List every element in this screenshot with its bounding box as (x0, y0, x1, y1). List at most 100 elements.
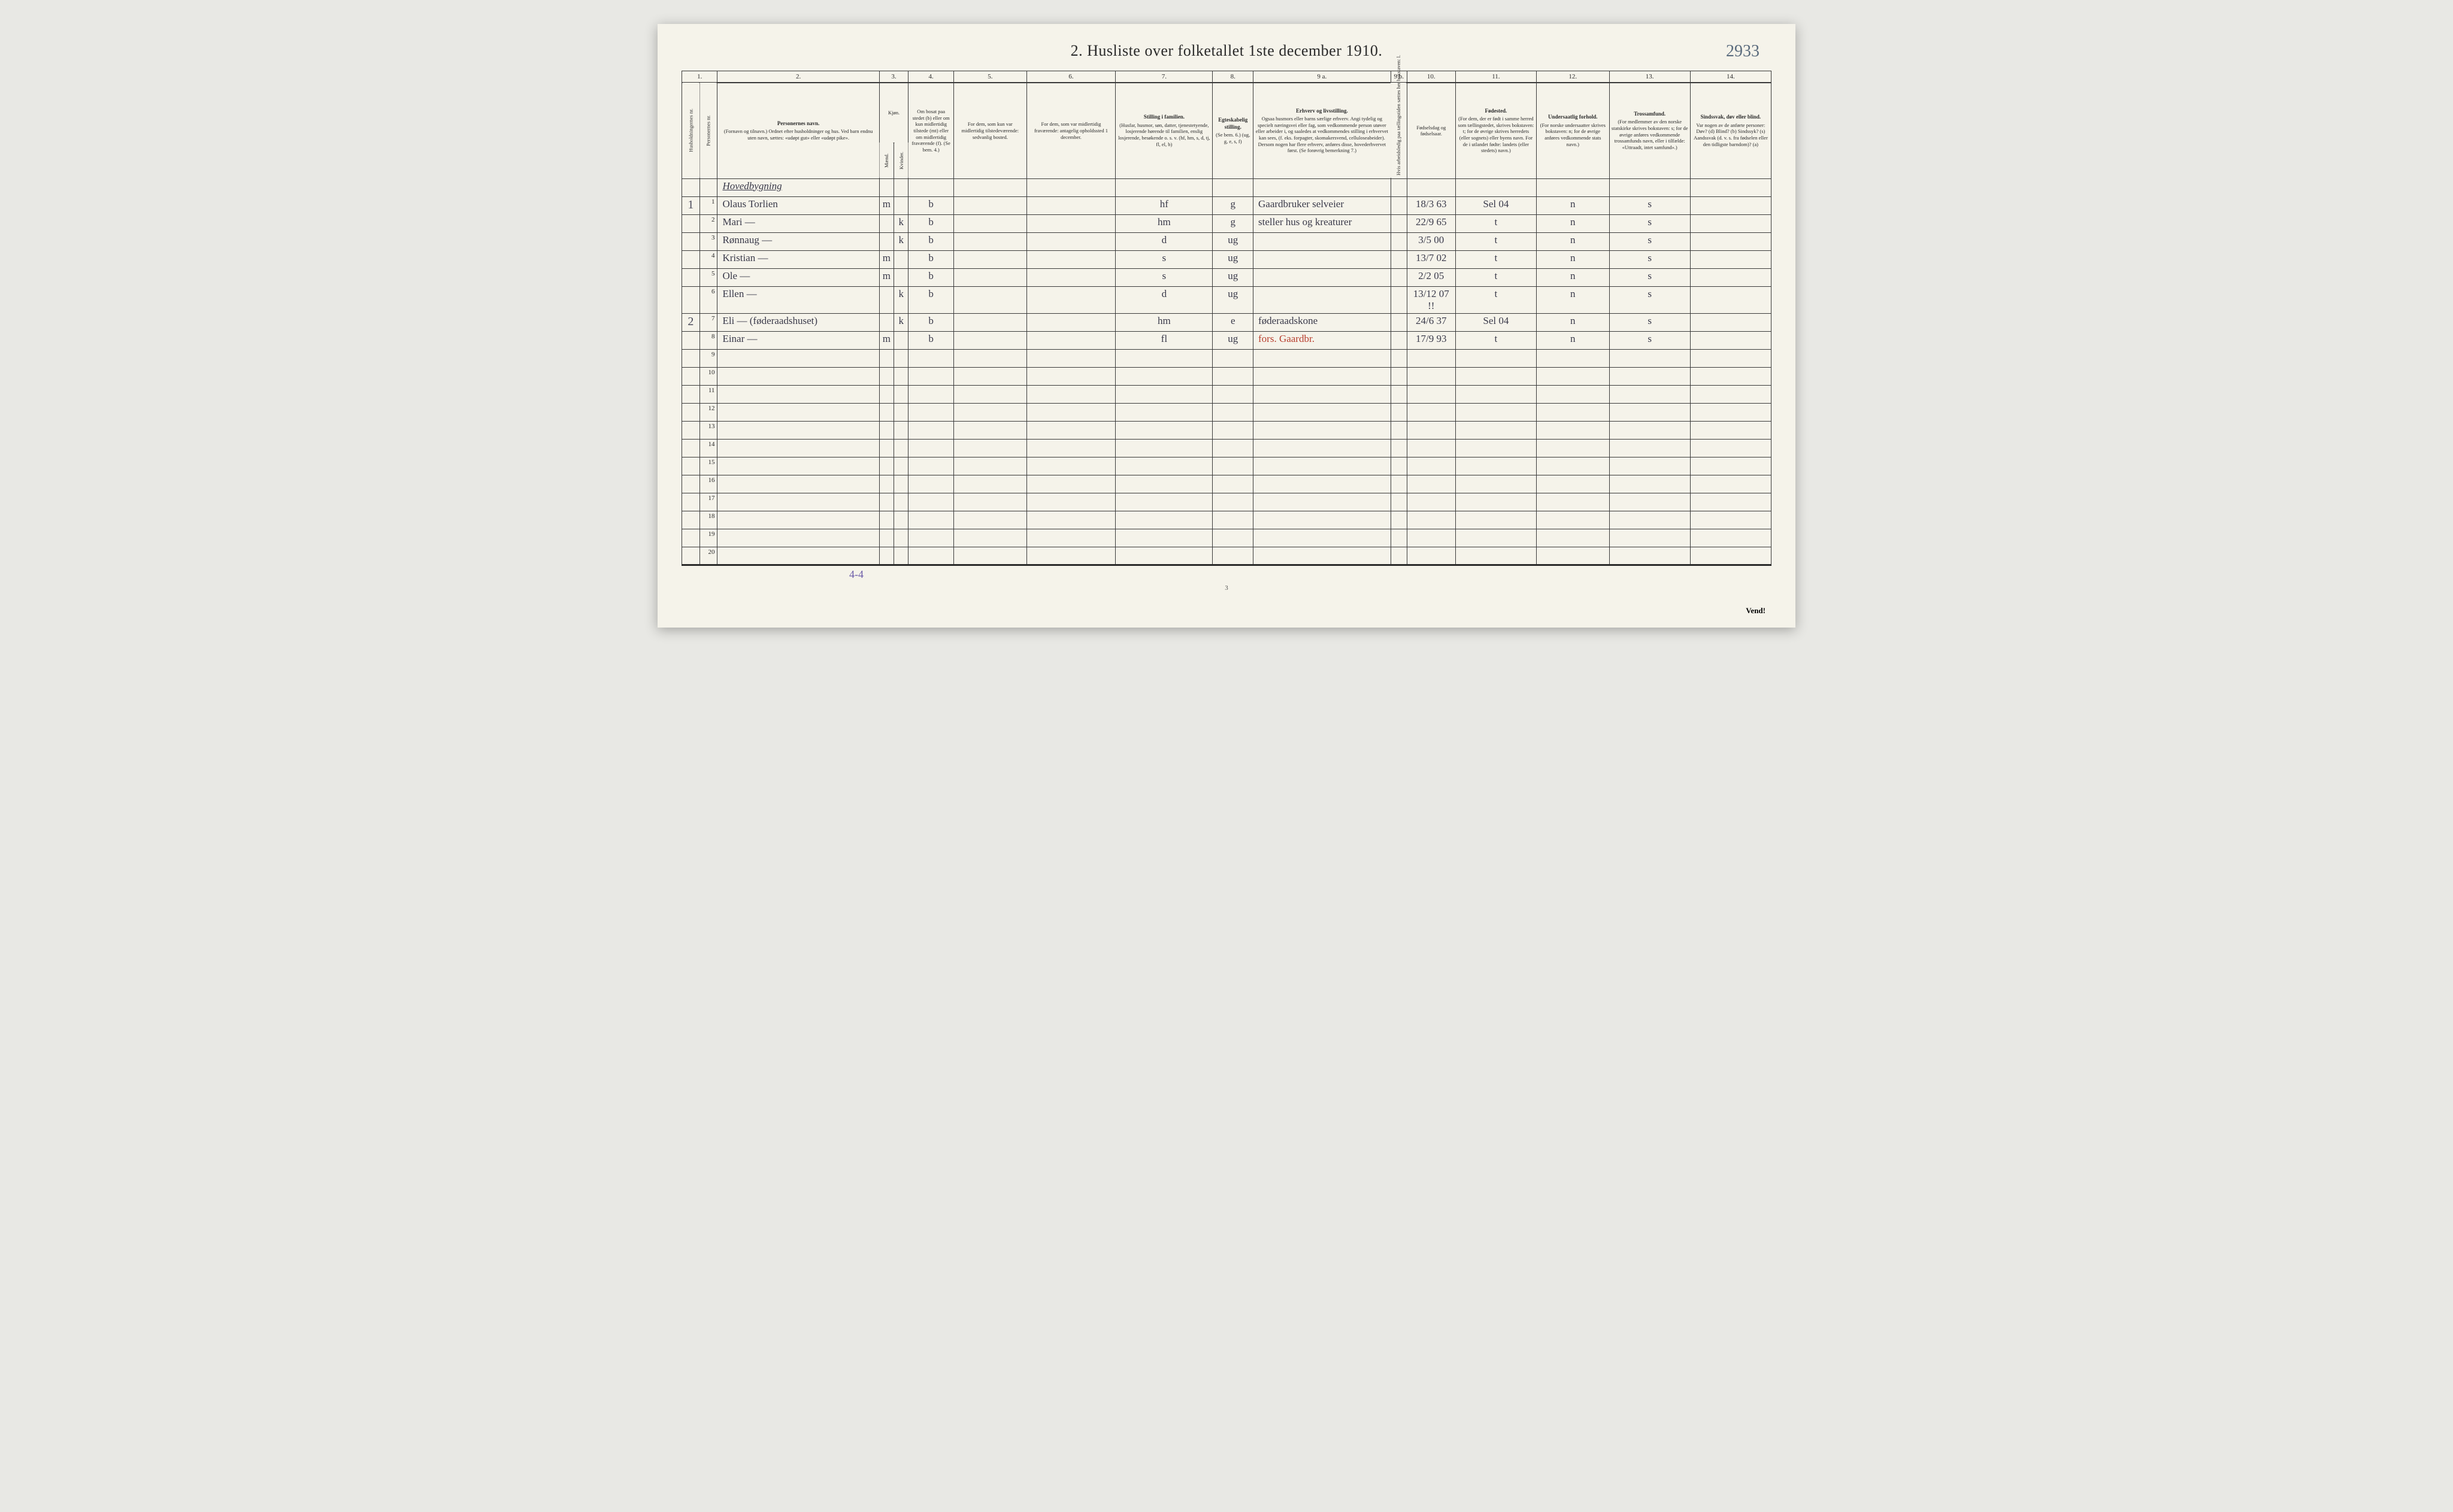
footer-tally: 4-4 (849, 568, 1771, 581)
cell-unemployed (1391, 196, 1407, 214)
cell-birthplace: t (1455, 214, 1536, 232)
cell-person-nr: 6 (699, 286, 717, 313)
cell-nationality: n (1536, 196, 1609, 214)
cell-person-nr: 20 (699, 547, 717, 565)
cell-disability (1690, 286, 1771, 313)
header-marital: Egteskabelig stilling. (Se bem. 6.) (ug,… (1213, 83, 1253, 178)
cell-household: 2 (682, 313, 700, 331)
colnum-12: 12. (1536, 71, 1609, 83)
header-family-pos-title: Stilling i familien. (1118, 114, 1210, 120)
cell-family-pos: hm (1116, 214, 1213, 232)
printed-page-number: 3 (682, 584, 1771, 592)
cell-religion: s (1609, 232, 1690, 250)
cell-family-pos: s (1116, 250, 1213, 268)
table-row: 16 (682, 475, 1771, 493)
header-birthdate: Fødselsdag og fødselsaar. (1407, 83, 1455, 178)
cell-person-nr: 9 (699, 349, 717, 367)
census-page: 2933 2. Husliste over folketallet 1ste d… (658, 24, 1795, 628)
cell-temp-present (954, 196, 1027, 214)
header-temp-present: For dem, som kun var midlertidig tilsted… (954, 83, 1027, 178)
cell-nationality: n (1536, 331, 1609, 349)
cell-birthdate: 18/3 63 (1407, 196, 1455, 214)
cell-person-nr: 7 (699, 313, 717, 331)
cell-disability (1690, 214, 1771, 232)
cell-marital: ug (1213, 331, 1253, 349)
cell-temp-absent (1026, 313, 1116, 331)
cell-name: Eli — (føderaadshuset) (717, 313, 879, 331)
table-row: 15 (682, 457, 1771, 475)
cell-family-pos: d (1116, 286, 1213, 313)
cell-person-nr: 15 (699, 457, 717, 475)
cell-occupation: fors. Gaardbr. (1253, 331, 1391, 349)
table-row: 27Eli — (føderaadshuset)kbhmeføderaadsko… (682, 313, 1771, 331)
cell-religion: s (1609, 196, 1690, 214)
cell-marital: e (1213, 313, 1253, 331)
cell-household (682, 232, 700, 250)
cell-sex-m: m (879, 250, 894, 268)
cell-residence: b (908, 313, 954, 331)
cell-birthdate: 13/7 02 (1407, 250, 1455, 268)
cell-person-nr: 10 (699, 367, 717, 385)
cell-disability (1690, 331, 1771, 349)
handwritten-page-number: 2933 (1726, 42, 1760, 61)
table-row: 18 (682, 511, 1771, 529)
cell-household (682, 214, 700, 232)
cell-nationality: n (1536, 232, 1609, 250)
header-person-nr: Personernes nr. (699, 83, 717, 178)
colnum-13: 13. (1609, 71, 1690, 83)
census-table: 1. 2. 3. 4. 5. 6. 7. 8. 9 a. 9 b. 10. 11… (682, 71, 1771, 566)
cell-person-nr: 16 (699, 475, 717, 493)
cell-disability (1690, 313, 1771, 331)
cell-religion: s (1609, 331, 1690, 349)
cell-disability (1690, 196, 1771, 214)
colnum-7: 7. (1116, 71, 1213, 83)
header-birthplace: Fødested. (For dem, der er født i samme … (1455, 83, 1536, 178)
table-row: 19 (682, 529, 1771, 547)
colnum-1: 1. (682, 71, 717, 83)
cell-birthdate: 3/5 00 (1407, 232, 1455, 250)
cell-person-nr: 13 (699, 421, 717, 439)
cell-residence: b (908, 214, 954, 232)
cell-occupation (1253, 268, 1391, 286)
header-birthplace-title: Fødested. (1458, 108, 1534, 114)
header-birthplace-sub: (For dem, der er født i samme herred som… (1458, 116, 1534, 153)
cell-nationality: n (1536, 214, 1609, 232)
header-nationality: Undersaatlig forhold. (For norske unders… (1536, 83, 1609, 178)
cell-birthdate: 2/2 05 (1407, 268, 1455, 286)
cell-unemployed (1391, 286, 1407, 313)
cell-unemployed (1391, 250, 1407, 268)
header-marital-sub: (Se bem. 6.) (ug, g, e, s, f) (1216, 132, 1250, 144)
cell-sex-m (879, 286, 894, 313)
table-row: 11Olaus TorlienmbhfgGaardbruker selveier… (682, 196, 1771, 214)
table-row: 13 (682, 421, 1771, 439)
cell-sex-k (894, 268, 908, 286)
header-nationality-title: Undersaatlig forhold. (1539, 114, 1607, 120)
page-title: 2. Husliste over folketallet 1ste decemb… (682, 42, 1771, 60)
header-occupation-sub: Ogsaa husmors eller barns særlige erhver… (1256, 116, 1388, 153)
cell-marital: ug (1213, 286, 1253, 313)
cell-birthplace: Sel 04 (1455, 196, 1536, 214)
cell-religion: s (1609, 313, 1690, 331)
cell-birthdate: 13/12 07 !! (1407, 286, 1455, 313)
cell-marital: ug (1213, 232, 1253, 250)
table-row: 9 (682, 349, 1771, 367)
cell-marital: ug (1213, 268, 1253, 286)
cell-family-pos: d (1116, 232, 1213, 250)
cell-religion: s (1609, 268, 1690, 286)
cell-disability (1690, 232, 1771, 250)
cell-sex-k: k (894, 313, 908, 331)
cell-temp-present (954, 286, 1027, 313)
table-row: 17 (682, 493, 1771, 511)
cell-family-pos: hf (1116, 196, 1213, 214)
cell-occupation: steller hus og kreaturer (1253, 214, 1391, 232)
cell-sex-k: k (894, 286, 908, 313)
cell-name: Mari — (717, 214, 879, 232)
cell-religion: s (1609, 250, 1690, 268)
cell-temp-absent (1026, 250, 1116, 268)
table-row: 8Einar —mbflugfors. Gaardbr.17/9 93tns (682, 331, 1771, 349)
cell-birthplace: t (1455, 268, 1536, 286)
cell-sex-m: m (879, 331, 894, 349)
cell-sex-m (879, 214, 894, 232)
cell-name: Einar — (717, 331, 879, 349)
header-sex-m: Mænd. (879, 143, 894, 178)
